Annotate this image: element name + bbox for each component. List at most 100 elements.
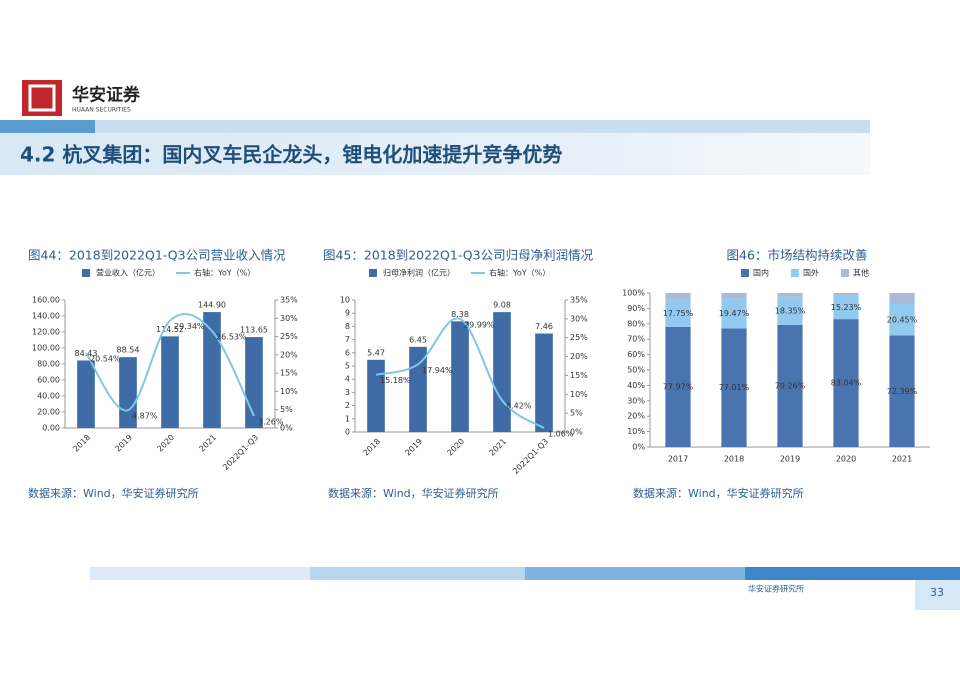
bar-segment — [777, 293, 803, 297]
y-tick-label: 80% — [627, 319, 645, 328]
logo-subtext: HUAAN SECURITIES — [72, 107, 131, 114]
x-tick-label: 2022Q1-Q3 — [511, 437, 550, 476]
y2-tick-label: 10% — [280, 387, 298, 396]
line — [85, 312, 255, 417]
x-tick-label: 2021 — [892, 455, 912, 464]
bar — [451, 321, 469, 432]
y-tick-label: 60.00 — [37, 376, 60, 385]
segment-label: 79.26% — [775, 381, 806, 390]
x-tick-label: 2021 — [197, 433, 218, 454]
legend-swatch — [369, 269, 377, 277]
legend-label: 国外 — [803, 268, 819, 278]
y-tick-label: 2 — [345, 401, 350, 410]
y2-tick-label: 15% — [570, 371, 588, 380]
footer-band — [90, 567, 310, 580]
y2-tick-label: 20% — [570, 352, 588, 361]
x-tick-label: 2019 — [403, 437, 424, 458]
bar-segment — [833, 293, 859, 296]
bar-label: 9.08 — [493, 301, 511, 310]
y-tick-label: 120.00 — [32, 328, 60, 337]
bar-segment — [777, 296, 803, 325]
line-label: 26.53% — [216, 332, 247, 341]
x-tick-label: 2018 — [724, 455, 744, 464]
y-tick-label: 20.00 — [37, 408, 60, 417]
bar-segment — [721, 293, 747, 299]
y-tick-label: 5 — [345, 362, 350, 371]
y-tick-label: 9 — [345, 309, 350, 318]
y-tick-label: 80.00 — [37, 360, 60, 369]
legend-label: 右轴：YoY（%） — [489, 268, 550, 278]
legend-swatch — [82, 269, 90, 277]
bar — [77, 360, 95, 428]
y-tick-label: 30% — [627, 396, 645, 405]
legend-swatch — [841, 269, 849, 277]
logo-text: 华安证券 — [72, 85, 141, 106]
y2-tick-label: 0% — [570, 428, 583, 437]
bar-segment — [665, 299, 691, 327]
bar-segment — [833, 319, 859, 447]
x-tick-label: 2019 — [113, 433, 134, 454]
y-tick-label: 0.00 — [42, 424, 60, 433]
legend-label: 其他 — [853, 268, 869, 278]
y2-tick-label: 25% — [570, 333, 588, 342]
bar-segment — [833, 295, 859, 320]
x-tick-label: 2020 — [445, 437, 466, 458]
segment-label: 18.35% — [775, 306, 806, 315]
bar — [203, 312, 221, 428]
footer-org: 华安证券研究所 — [748, 584, 804, 594]
y-tick-label: 4 — [345, 375, 350, 384]
y-tick-label: 140.00 — [32, 312, 60, 321]
y-tick-label: 3 — [345, 388, 350, 397]
line-label: 29.99% — [464, 320, 495, 329]
bar-label: 5.47 — [367, 348, 385, 357]
line-label: 8.42% — [506, 402, 532, 411]
y-tick-label: 10 — [340, 296, 350, 305]
y2-tick-label: 5% — [570, 409, 583, 418]
logo-mark-inner — [28, 84, 56, 112]
y-tick-label: 0 — [345, 428, 350, 437]
y2-tick-label: 35% — [570, 296, 588, 305]
y-tick-label: 6 — [345, 348, 350, 357]
y2-tick-label: 30% — [570, 314, 588, 323]
y-tick-label: 50% — [627, 366, 645, 375]
footer-band — [310, 567, 525, 580]
bar-segment — [889, 293, 915, 305]
y2-tick-label: 20% — [280, 350, 298, 359]
bar-segment — [665, 293, 691, 300]
y-tick-label: 160.00 — [32, 296, 60, 305]
line-label: 20.54% — [90, 354, 121, 363]
y2-tick-label: 0% — [280, 424, 293, 433]
y-tick-label: 0% — [632, 443, 645, 452]
bar-label: 114.52 — [156, 325, 184, 334]
y-tick-label: 40% — [627, 381, 645, 390]
segment-label: 72.39% — [887, 387, 918, 396]
x-tick-label: 2020 — [155, 433, 176, 454]
x-tick-label: 2017 — [668, 455, 688, 464]
bar — [367, 359, 385, 432]
y-tick-label: 10% — [627, 427, 645, 436]
legend-swatch — [741, 269, 749, 277]
x-tick-label: 2022Q1-Q3 — [221, 433, 260, 472]
bar-label: 8.38 — [451, 310, 469, 319]
segment-label: 17.75% — [663, 309, 694, 318]
x-tick-label: 2020 — [836, 455, 856, 464]
line-label: 15.18% — [380, 376, 411, 385]
bar-segment — [889, 335, 915, 447]
bar — [409, 346, 427, 432]
line-label: 4.87% — [132, 412, 158, 421]
header-bar — [0, 133, 870, 175]
bar-label: 6.45 — [409, 335, 427, 344]
segment-label: 19.47% — [719, 309, 750, 318]
legend-swatch — [791, 269, 799, 277]
x-tick-label: 2021 — [487, 437, 508, 458]
page-number: 33 — [930, 586, 944, 599]
segment-label: 77.01% — [719, 383, 750, 392]
bar-label: 88.54 — [117, 346, 140, 355]
x-tick-label: 2019 — [780, 455, 800, 464]
bar-label: 113.65 — [240, 326, 268, 335]
legend-label: 营业收入（亿元） — [96, 268, 160, 278]
y-tick-label: 7 — [345, 335, 350, 344]
bar-segment — [721, 328, 747, 447]
